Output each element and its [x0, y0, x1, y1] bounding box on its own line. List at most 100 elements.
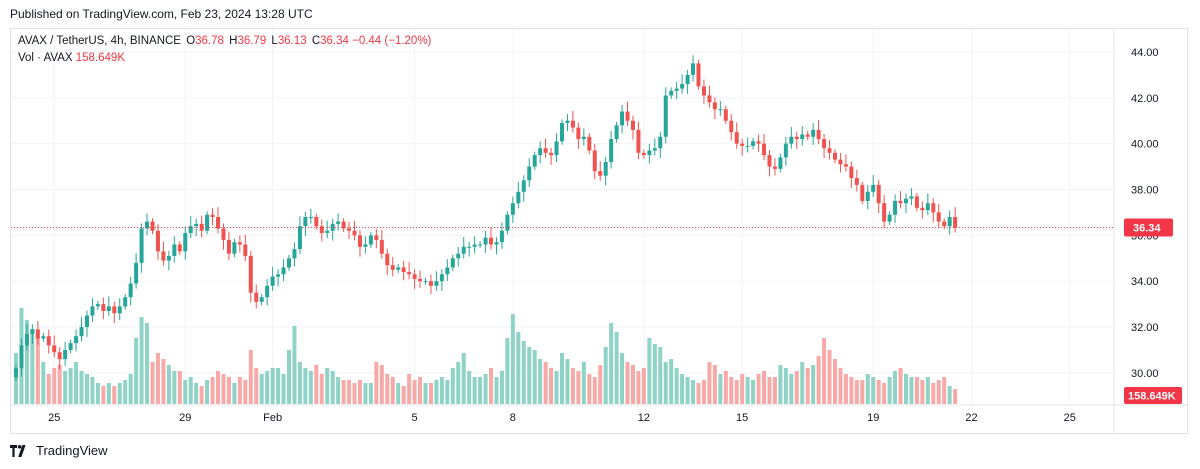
volume-bar [865, 374, 870, 404]
candle-body [123, 297, 128, 307]
candle-body [538, 148, 543, 156]
candle-body [19, 345, 24, 369]
candle-body [303, 217, 308, 227]
candle-body [325, 230, 330, 234]
candle-body [789, 136, 794, 144]
candle-body [767, 155, 772, 167]
volume-bar [560, 353, 564, 404]
volume-bar [521, 341, 526, 404]
candle-body [292, 249, 297, 259]
candle-body [887, 214, 892, 222]
volume-bar [145, 323, 150, 404]
volume-bar [46, 374, 51, 404]
volume-bar [63, 371, 68, 404]
candle-body [194, 223, 199, 227]
volume-bar [194, 383, 199, 404]
volume-bar [543, 362, 548, 404]
x-tick-label: 19 [867, 412, 879, 424]
candle-body [172, 244, 177, 256]
volume-bar [696, 383, 701, 404]
candle-body [630, 120, 635, 130]
candle-body [456, 253, 461, 259]
volume-bar [849, 377, 854, 404]
high-label: H [229, 35, 238, 47]
candle-body [685, 74, 690, 85]
volume-bar [570, 368, 575, 404]
volume-bars [14, 308, 958, 404]
volume-bar [352, 383, 357, 404]
volume-bar [516, 332, 521, 404]
candle-body [270, 276, 275, 286]
candle-body [46, 336, 51, 346]
candlestick-chart[interactable]: 30.0032.0034.0036.0038.0040.0042.0044.00… [11, 29, 1187, 433]
y-tick-label: 38.00 [1131, 184, 1159, 196]
volume-bar [756, 374, 761, 404]
candle-body [811, 129, 816, 137]
volume-bar [325, 368, 330, 404]
candle-body [609, 139, 614, 162]
candle-body [319, 226, 324, 234]
volume-bar [439, 377, 444, 404]
last-price-badge-label: 36.34 [1133, 223, 1161, 235]
candle-body [35, 329, 40, 339]
candle-body [478, 244, 483, 246]
volume-bar [401, 386, 406, 404]
volume-bar [478, 377, 483, 404]
candle-body [549, 152, 554, 156]
volume-bar [308, 371, 313, 404]
candle-body [800, 134, 805, 140]
volume-bar [680, 374, 685, 404]
candle-body [412, 274, 417, 279]
volume-bar [669, 359, 674, 404]
high-value: 36.79 [237, 35, 267, 47]
candle-body [467, 246, 472, 248]
volume-bar [112, 386, 117, 404]
candle-body [663, 95, 668, 137]
volume-bar [532, 350, 537, 404]
volume-bar [357, 380, 362, 404]
candle-body [287, 258, 291, 268]
time-axis: 25 29 Feb 5 8 12 15 19 22 25 [48, 412, 1076, 424]
candle-body [527, 166, 532, 181]
tradingview-brand[interactable]: TradingView [10, 443, 108, 458]
volume-legend: Vol · AVAX 158.649K [18, 52, 125, 64]
candle-body [620, 111, 625, 126]
candle-body [145, 221, 150, 229]
volume-bar [467, 371, 472, 404]
volume-bar [24, 320, 29, 404]
candle-body [669, 90, 674, 96]
volume-bar [876, 380, 881, 404]
volume-bar [41, 362, 46, 404]
candle-body [925, 203, 930, 211]
candles [14, 55, 958, 381]
candle-body [352, 230, 357, 236]
volume-bar [101, 386, 106, 404]
volume-bar [789, 374, 794, 404]
candle-body [341, 221, 346, 229]
candle-body [79, 327, 84, 337]
x-tick-label: 8 [510, 412, 516, 424]
candle-body [816, 129, 821, 140]
candle-body [772, 166, 777, 169]
volume-bar [893, 371, 898, 404]
candle-body [483, 237, 488, 245]
volume-bar [254, 368, 259, 404]
volume-bar [685, 377, 690, 404]
candle-body [281, 267, 286, 275]
volume-bar [199, 386, 204, 404]
volume-bar [860, 380, 865, 404]
candle-body [701, 86, 706, 96]
candle-body [598, 171, 603, 176]
volume-bar [805, 368, 810, 404]
candle-body [199, 223, 204, 231]
volume-bar [734, 380, 739, 404]
candle-body [751, 141, 756, 146]
volume-bar [232, 383, 237, 404]
candle-body [363, 244, 368, 247]
volume-bar [822, 338, 827, 404]
candle-body [532, 155, 537, 167]
volume-label: Vol · AVAX [18, 52, 73, 64]
candle-body [161, 251, 166, 261]
candle-body [117, 306, 122, 314]
candle-body [314, 217, 319, 227]
